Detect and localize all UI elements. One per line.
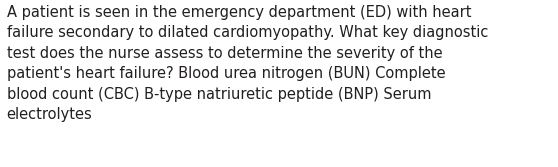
Text: A patient is seen in the emergency department (ED) with heart
failure secondary : A patient is seen in the emergency depar… — [7, 5, 488, 122]
